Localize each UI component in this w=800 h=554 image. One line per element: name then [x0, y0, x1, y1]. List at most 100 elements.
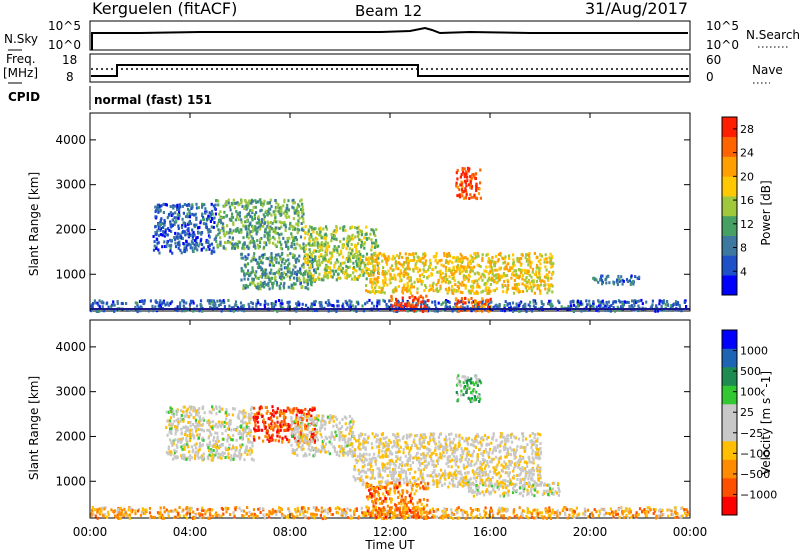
heatmap-cell	[347, 234, 350, 238]
heatmap-cell	[403, 270, 406, 274]
heatmap-cell	[238, 230, 241, 234]
heatmap-cell	[231, 236, 234, 240]
heatmap-cell	[183, 414, 186, 418]
heatmap-cell	[467, 298, 470, 302]
heatmap-cell	[270, 226, 273, 230]
heatmap-cell	[299, 281, 302, 285]
heatmap-cell	[240, 452, 243, 456]
heatmap-cell	[183, 456, 186, 460]
heatmap-cell	[251, 211, 254, 214]
heatmap-cell	[288, 215, 291, 219]
heatmap-cell	[679, 515, 682, 519]
heatmap-cell	[511, 301, 515, 305]
heatmap-cell	[348, 265, 351, 269]
heatmap-cell	[199, 455, 202, 459]
heatmap-cell	[295, 413, 298, 417]
heatmap-cell	[267, 513, 270, 517]
heatmap-cell	[134, 509, 137, 513]
heatmap-cell	[196, 454, 199, 458]
heatmap-cell	[608, 512, 612, 516]
heatmap-cell	[341, 267, 344, 271]
heatmap-cell	[406, 276, 409, 280]
heatmap-cell	[550, 276, 553, 280]
heatmap-cell	[422, 310, 425, 313]
heatmap-cell	[367, 236, 370, 240]
power-y-axis-title: Slant Range [km]	[27, 172, 41, 276]
heatmap-cell	[176, 424, 179, 428]
heatmap-cell	[475, 172, 478, 176]
heatmap-cell	[183, 433, 187, 437]
heatmap-cell	[394, 289, 398, 293]
heatmap-cell	[643, 508, 646, 512]
heatmap-cell	[422, 509, 425, 513]
heatmap-cell	[116, 302, 119, 305]
heatmap-cell	[478, 512, 482, 516]
heatmap-cell	[211, 508, 214, 512]
heatmap-cell	[464, 170, 468, 174]
heatmap-cell	[355, 509, 358, 512]
heatmap-cell	[459, 290, 462, 294]
heatmap-cell	[655, 304, 658, 308]
heatmap-cell	[172, 509, 175, 513]
heatmap-cell	[327, 270, 330, 274]
heatmap-cell	[301, 202, 304, 206]
heatmap-cell	[328, 301, 331, 305]
heatmap-cell	[662, 308, 665, 312]
heatmap-cell	[406, 309, 410, 313]
heatmap-cell	[183, 305, 186, 309]
heatmap-cell	[463, 167, 466, 171]
heatmap-cell	[262, 421, 266, 425]
heatmap-cell	[215, 446, 218, 450]
heatmap-cell	[180, 236, 183, 240]
heatmap-cell	[182, 300, 185, 304]
heatmap-cell	[279, 306, 283, 309]
heatmap-cell	[390, 264, 394, 268]
heatmap-cell	[494, 261, 497, 265]
heatmap-cell	[370, 256, 373, 260]
heatmap-cell	[519, 271, 523, 275]
heatmap-cell	[375, 257, 378, 261]
heatmap-cell	[423, 252, 426, 255]
heatmap-cell	[436, 290, 439, 293]
heatmap-cell	[492, 512, 495, 516]
heatmap-cell	[685, 508, 688, 512]
heatmap-cell	[257, 246, 260, 250]
heatmap-cell	[545, 257, 548, 261]
heatmap-cell	[471, 516, 474, 520]
heatmap-cell	[515, 272, 518, 276]
heatmap-cell	[521, 282, 524, 286]
heatmap-cell	[448, 269, 451, 272]
heatmap-cell	[634, 299, 637, 303]
heatmap-cell	[173, 216, 176, 220]
heatmap-cell	[349, 274, 352, 277]
heatmap-cell	[486, 309, 489, 312]
heatmap-cell	[280, 232, 283, 236]
heatmap-cell	[311, 514, 314, 518]
heatmap-cell	[414, 266, 417, 270]
heatmap-cell	[617, 508, 620, 512]
heatmap-cell	[489, 269, 492, 273]
heatmap-cell	[292, 217, 295, 221]
heatmap-cell	[219, 425, 222, 429]
heatmap-cell	[170, 453, 173, 457]
heatmap-cell	[455, 171, 458, 175]
heatmap-cell	[401, 306, 404, 310]
heatmap-cell	[252, 239, 255, 243]
heatmap-cell	[429, 508, 432, 512]
heatmap-cell	[166, 301, 169, 305]
heatmap-cell	[185, 239, 188, 243]
heatmap-cell	[485, 286, 488, 290]
heatmap-cell	[277, 203, 280, 207]
heatmap-cell	[134, 512, 137, 516]
heatmap-cell	[303, 250, 306, 253]
heatmap-cell	[468, 274, 471, 278]
heatmap-cell	[169, 244, 172, 248]
heatmap-cell	[384, 281, 387, 285]
heatmap-cell	[605, 275, 608, 279]
heatmap-cell	[210, 448, 213, 452]
heatmap-cell	[489, 297, 492, 301]
heatmap-cell	[402, 265, 405, 269]
heatmap-cell	[467, 169, 470, 173]
heatmap-cell	[685, 514, 688, 518]
heatmap-cell	[296, 206, 299, 210]
